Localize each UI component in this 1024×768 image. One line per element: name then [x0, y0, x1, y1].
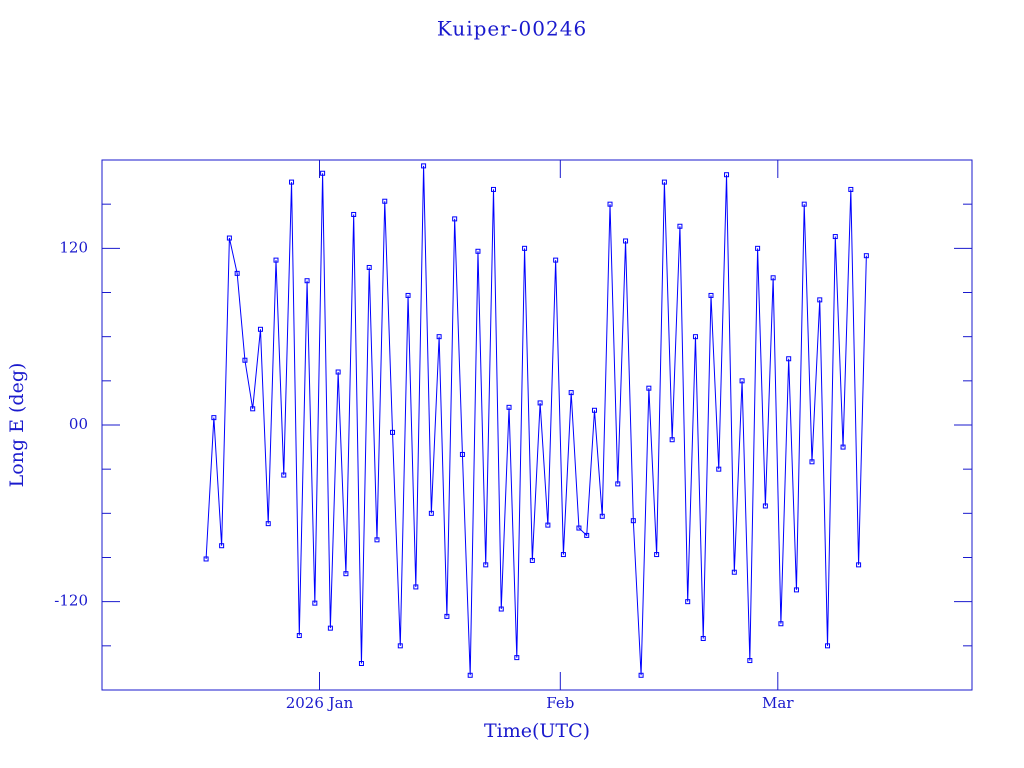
data-point [382, 198, 388, 204]
y-axis-label: Long E (deg) [6, 363, 28, 488]
plot-frame [101, 159, 973, 691]
x-tick-label: 2026 Jan [286, 694, 354, 712]
data-point [576, 525, 582, 531]
data-point [343, 571, 349, 577]
data-point [856, 562, 862, 568]
data-point [242, 357, 248, 363]
x-tick-label: Feb [546, 694, 574, 712]
data-point [778, 621, 784, 627]
data-point [623, 238, 629, 244]
data-point [273, 257, 279, 263]
data-point [296, 633, 302, 639]
chart-title: Kuiper-00246 [437, 17, 587, 41]
series-line [205, 165, 867, 676]
data-point [265, 521, 271, 527]
data-point [444, 613, 450, 619]
data-point [786, 356, 792, 362]
data-point [397, 643, 403, 649]
data-point [320, 170, 326, 176]
x-axis-label: Time(UTC) [484, 720, 590, 742]
data-point [832, 234, 838, 240]
data-point [700, 635, 706, 641]
data-point [405, 292, 411, 298]
data-point [327, 625, 333, 631]
data-point [475, 248, 481, 254]
data-point [289, 179, 295, 185]
data-point [677, 223, 683, 229]
data-point [312, 600, 318, 606]
data-point [817, 297, 823, 303]
data-point [762, 503, 768, 509]
data-point [522, 245, 528, 251]
x-tick-label: Mar [762, 694, 794, 712]
data-point [716, 466, 722, 472]
data-point [755, 245, 761, 251]
y-tick-label: -120 [54, 592, 88, 610]
data-point [863, 253, 869, 259]
data-point [358, 661, 364, 666]
data-point [638, 672, 644, 678]
data-point [374, 537, 380, 543]
data-point [211, 415, 217, 421]
data-point [584, 532, 590, 538]
data-point [591, 407, 597, 413]
data-point [801, 201, 807, 207]
data-point [731, 569, 737, 575]
data-point [226, 235, 232, 241]
data-point [335, 369, 341, 375]
data-point [825, 643, 831, 649]
data-point [529, 557, 535, 563]
data-point [421, 163, 427, 169]
data-point [351, 211, 357, 217]
data-point [646, 385, 652, 391]
data-point [708, 292, 714, 298]
data-point [203, 556, 209, 562]
data-point [257, 326, 263, 332]
data-point [599, 513, 605, 519]
data-point [537, 400, 543, 406]
data-point [607, 201, 613, 207]
data-point [654, 552, 660, 558]
data-point [281, 472, 287, 478]
data-point [669, 437, 675, 443]
data-point [615, 481, 621, 487]
data-point [234, 270, 240, 276]
data-point [553, 257, 559, 263]
data-point [545, 522, 551, 528]
data-point [809, 459, 815, 465]
data-point [739, 378, 745, 384]
data-point [692, 334, 698, 340]
data-point [428, 510, 434, 516]
data-point [390, 429, 396, 435]
y-tick-label: 120 [59, 238, 88, 256]
y-tick-label: 00 [69, 415, 88, 433]
data-point [366, 264, 372, 270]
data-point [661, 179, 667, 185]
data-point [413, 584, 419, 590]
data-point [630, 518, 636, 524]
data-point [514, 655, 520, 661]
data-point [793, 587, 799, 593]
data-point [568, 390, 574, 396]
data-point [506, 404, 512, 410]
data-point [498, 606, 504, 612]
data-point [724, 172, 730, 178]
data-point [483, 562, 489, 568]
data-point [491, 186, 496, 192]
data-point [304, 278, 310, 284]
data-point [560, 552, 566, 558]
data-point [747, 658, 753, 664]
data-point [848, 186, 854, 192]
data-point [840, 444, 846, 450]
data-point [452, 216, 458, 222]
data-point [250, 406, 256, 412]
data-point [459, 451, 465, 457]
data-point [436, 334, 442, 340]
data-point [685, 599, 691, 605]
data-point [467, 672, 473, 678]
data-point [770, 275, 776, 281]
data-point [219, 543, 225, 549]
